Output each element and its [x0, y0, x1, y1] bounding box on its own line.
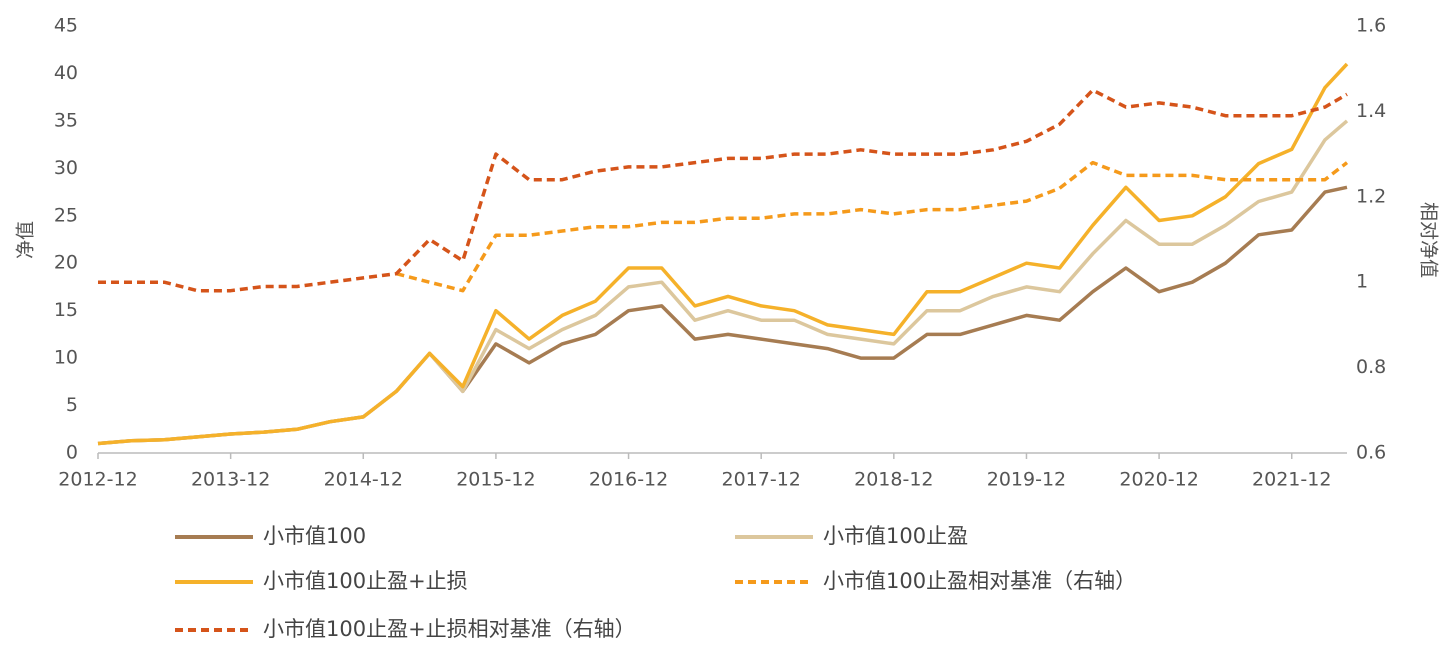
- legend-label: 小市值100止盈相对基准（右轴）: [823, 569, 1136, 593]
- series-line: [97, 119, 1349, 446]
- y2-tick-label: 0.6: [1356, 442, 1386, 464]
- x-tick-label: 2015-12: [456, 469, 535, 491]
- legend-label: 小市值100止盈: [823, 524, 968, 548]
- series-line: [98, 88, 1348, 293]
- x-tick-label: 2017-12: [721, 469, 800, 491]
- series-line: [395, 160, 1349, 293]
- y-tick-label: 35: [54, 109, 78, 131]
- legend-label: 小市值100: [263, 524, 366, 548]
- series-line: [97, 62, 1349, 446]
- x-tick-label: 2013-12: [191, 469, 270, 491]
- y-tick-label: 20: [54, 252, 78, 274]
- y2-tick-label: 1: [1356, 271, 1368, 293]
- x-tick-label: 2021-12: [1252, 469, 1331, 491]
- y2-tick-label: 1.4: [1356, 100, 1386, 122]
- x-tick-label: 2018-12: [854, 469, 933, 491]
- y2-tick-label: 1.6: [1356, 15, 1386, 37]
- legend-label: 小市值100止盈+止损: [263, 569, 468, 593]
- series-line: [97, 185, 1348, 446]
- legend-label: 小市值100止盈+止损相对基准（右轴）: [263, 617, 636, 641]
- y2-tick-label: 1.2: [1356, 185, 1386, 207]
- x-tick-label: 2014-12: [324, 469, 403, 491]
- y-tick-label: 25: [54, 204, 78, 226]
- y-tick-label: 15: [54, 299, 78, 321]
- y2-axis-label: 相对净值: [1418, 202, 1440, 278]
- x-tick-label: 2016-12: [589, 469, 668, 491]
- x-tick-label: 2012-12: [58, 469, 137, 491]
- y-tick-label: 10: [54, 347, 78, 369]
- x-tick-label: 2020-12: [1119, 469, 1198, 491]
- y-tick-label: 5: [66, 394, 78, 416]
- y-tick-label: 40: [54, 62, 78, 84]
- y2-tick-label: 0.8: [1356, 356, 1386, 378]
- y-tick-label: 0: [66, 442, 78, 464]
- x-tick-label: 2019-12: [987, 469, 1066, 491]
- y-axis-label: 净值: [15, 221, 37, 259]
- y-tick-label: 45: [54, 15, 78, 37]
- y-tick-label: 30: [54, 157, 78, 179]
